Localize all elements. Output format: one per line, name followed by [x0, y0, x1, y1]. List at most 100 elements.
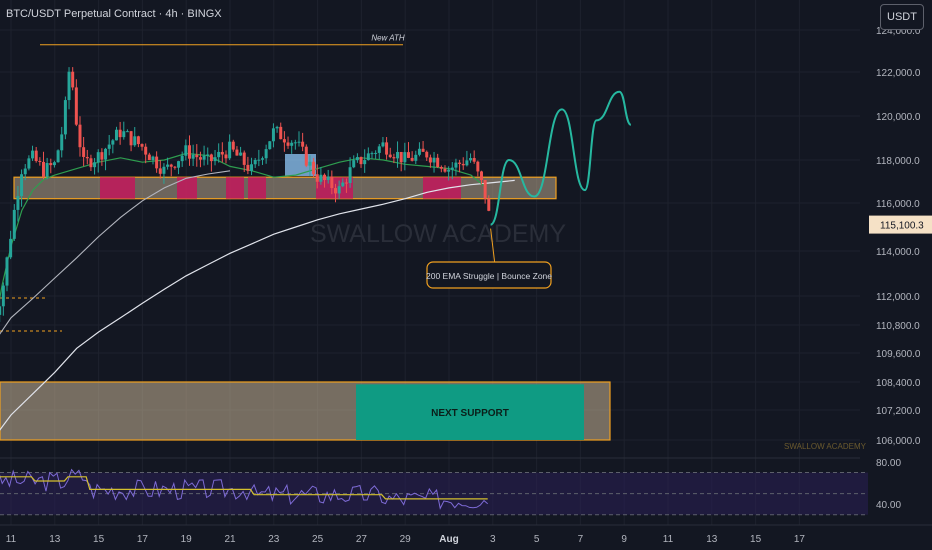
consolidation-box [285, 154, 316, 176]
candle-body [396, 151, 400, 159]
candle-body [144, 146, 148, 155]
candle-body [224, 154, 228, 159]
candle-body [133, 136, 137, 146]
candle-body [388, 154, 392, 158]
candle-body [20, 174, 24, 197]
candle-body [293, 142, 297, 144]
candle-body [114, 129, 118, 141]
candle-body [67, 71, 71, 101]
candle-body [173, 166, 177, 168]
candle-body [275, 126, 279, 129]
price-tick-label: 122,000.0 [876, 68, 921, 79]
support-label: NEXT SUPPORT [431, 408, 509, 419]
candle-body [483, 179, 487, 199]
date-tick-label: 21 [224, 534, 236, 545]
date-tick-label: 11 [663, 534, 674, 545]
candle-body [381, 142, 385, 147]
candle-body [220, 151, 224, 155]
candle-body [93, 162, 97, 168]
candle-body [1, 285, 5, 307]
candle-body [385, 142, 389, 155]
candle-body [111, 140, 115, 145]
rsi-line [0, 468, 489, 510]
candle-body [421, 148, 425, 152]
candle-body [487, 198, 491, 211]
projection-path [490, 90, 632, 226]
candle-body [191, 154, 195, 159]
candle-body [45, 163, 49, 177]
candle-body [228, 141, 232, 159]
candle-body [428, 157, 432, 163]
price-tick-label: 124,000.0 [876, 26, 921, 37]
price-tick-label: 109,600.0 [876, 349, 921, 360]
current-price-tag [869, 215, 932, 234]
candle-body [414, 154, 418, 161]
candle-body [235, 149, 239, 156]
watermark-text: SWALLOW ACADEMY [310, 220, 566, 248]
candle-body [282, 139, 286, 143]
candle-body [308, 161, 312, 166]
candle-body [198, 157, 202, 160]
date-tick-label: 7 [578, 534, 584, 545]
support-highlight [356, 384, 584, 440]
date-tick-label: 25 [312, 534, 324, 545]
candle-body [260, 158, 264, 160]
callout-text: 200 EMA Struggle | Bounce Zone [426, 271, 552, 281]
ema200-line [0, 179, 515, 431]
candle-body [71, 71, 75, 88]
candle-body [129, 131, 133, 146]
price-tick-label: 118,000.0 [876, 156, 920, 167]
candle-body [187, 145, 191, 159]
candle-body [9, 238, 13, 258]
candle-body [107, 144, 111, 149]
price-tick-label: 106,000.0 [876, 436, 921, 447]
date-tick-label: Aug [439, 534, 458, 545]
candle-body [118, 129, 122, 138]
candle-body [333, 188, 337, 194]
candle-body [417, 148, 421, 155]
candle-body [49, 163, 53, 166]
candle-body [439, 167, 443, 169]
candle-body [326, 176, 330, 180]
rsi-tick-label: 40.00 [876, 500, 901, 511]
candle-body [169, 164, 173, 167]
candle-body [479, 171, 483, 180]
candle-body [290, 142, 294, 146]
candle-body [246, 164, 250, 171]
candle-body [352, 160, 356, 168]
candle-body [180, 155, 184, 162]
currency-button[interactable]: USDT [880, 4, 924, 30]
rsi-tick-label: 80.00 [876, 458, 901, 469]
candle-body [301, 141, 305, 147]
date-tick-label: 11 [6, 534, 17, 545]
candle-body [377, 146, 381, 153]
candle-body [392, 157, 396, 159]
candle-body [82, 147, 86, 157]
date-tick-label: 9 [621, 534, 627, 545]
candle-body [370, 153, 374, 155]
candle-body [158, 168, 162, 174]
candle-body [279, 126, 283, 140]
candle-body [155, 156, 159, 169]
candle-body [403, 152, 407, 163]
candle-body [286, 142, 290, 146]
candle-body [443, 168, 447, 172]
price-tick-label: 108,400.0 [876, 378, 921, 389]
candle-body [410, 157, 414, 161]
candle-body [104, 148, 108, 160]
candle-body [78, 124, 82, 148]
candle-body [465, 160, 469, 166]
candle-body [96, 152, 100, 163]
date-tick-label: 5 [534, 534, 540, 545]
date-tick-label: 23 [268, 534, 280, 545]
candle-body [257, 159, 261, 161]
candle-body [406, 152, 410, 158]
price-tick-label: 116,000.0 [876, 199, 920, 210]
candle-body [450, 167, 454, 170]
candle-body [23, 168, 27, 175]
price-tick-label: 112,000.0 [876, 292, 920, 303]
price-tick-label: 120,000.0 [876, 112, 921, 123]
candle-body [136, 136, 140, 145]
current-price-label: 115,100.3 [880, 221, 924, 232]
candle-body [315, 174, 319, 182]
